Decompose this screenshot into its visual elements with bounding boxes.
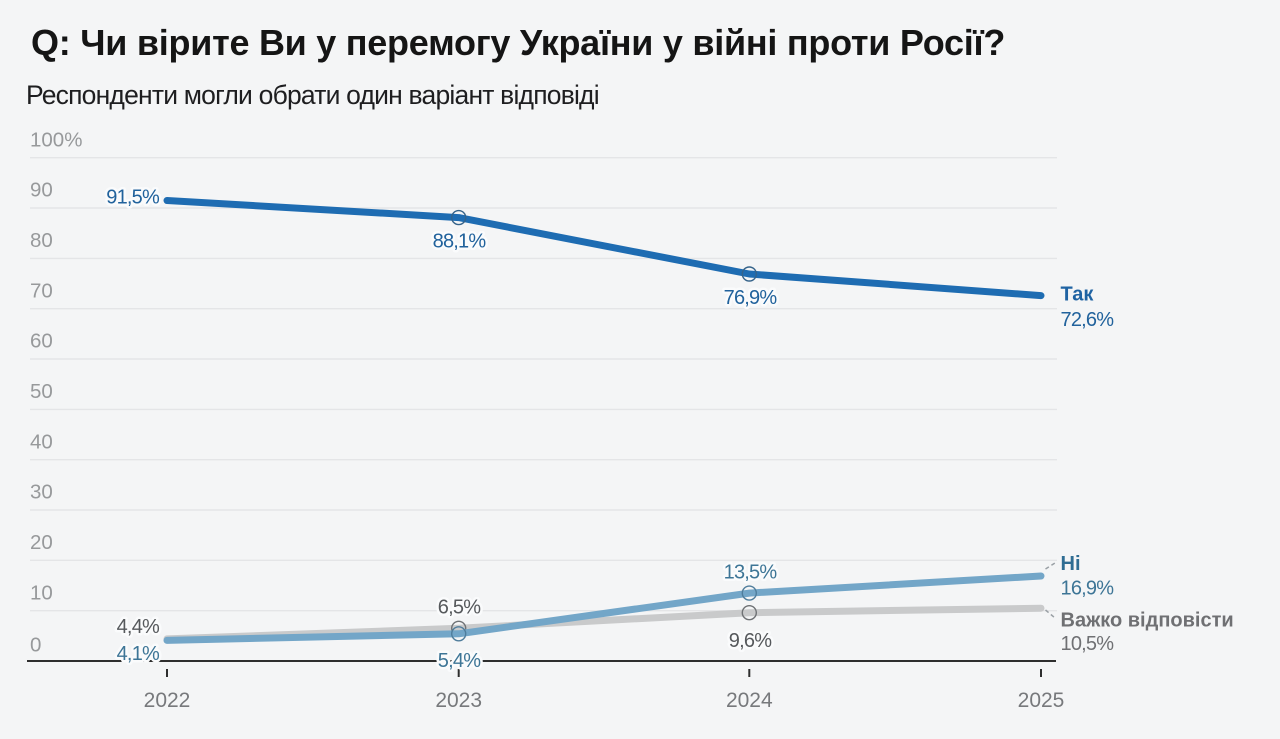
svg-text:2022: 2022 bbox=[144, 689, 191, 712]
svg-text:Ні: Ні bbox=[1061, 553, 1081, 575]
svg-text:60: 60 bbox=[30, 330, 53, 353]
svg-text:80: 80 bbox=[30, 229, 53, 252]
svg-text:5,4%: 5,4% bbox=[438, 650, 481, 672]
svg-text:4,4%: 4,4% bbox=[117, 616, 160, 638]
svg-text:20: 20 bbox=[30, 531, 53, 554]
svg-text:Респонденти могли обрати один: Респонденти могли обрати один варіант ві… bbox=[26, 80, 599, 110]
svg-text:6,5%: 6,5% bbox=[438, 597, 481, 619]
svg-text:9,6%: 9,6% bbox=[729, 630, 772, 652]
svg-text:72,6%: 72,6% bbox=[1061, 309, 1115, 331]
svg-text:91,5%: 91,5% bbox=[106, 187, 160, 209]
svg-text:40: 40 bbox=[30, 430, 53, 453]
svg-text:Q: Чи вірите Ви у перемогу Укр: Q: Чи вірите Ви у перемогу України у вій… bbox=[31, 22, 1005, 63]
svg-text:16,9%: 16,9% bbox=[1061, 577, 1115, 599]
svg-text:0: 0 bbox=[30, 634, 41, 657]
svg-text:10: 10 bbox=[30, 581, 53, 604]
svg-text:2023: 2023 bbox=[435, 689, 482, 712]
svg-text:76,9%: 76,9% bbox=[724, 287, 778, 309]
svg-text:50: 50 bbox=[30, 380, 53, 403]
svg-text:2024: 2024 bbox=[726, 689, 773, 712]
svg-text:30: 30 bbox=[30, 481, 53, 504]
svg-text:Так: Так bbox=[1061, 283, 1095, 305]
svg-text:90: 90 bbox=[30, 179, 53, 202]
svg-text:2025: 2025 bbox=[1018, 689, 1065, 712]
svg-text:Важко відповісти: Важко відповісти bbox=[1061, 609, 1234, 631]
svg-text:88,1%: 88,1% bbox=[433, 231, 487, 253]
svg-text:13,5%: 13,5% bbox=[724, 562, 778, 584]
svg-text:100%: 100% bbox=[30, 128, 82, 151]
svg-text:10,5%: 10,5% bbox=[1061, 633, 1115, 655]
svg-text:4,1%: 4,1% bbox=[117, 643, 160, 665]
svg-text:70: 70 bbox=[30, 279, 53, 302]
